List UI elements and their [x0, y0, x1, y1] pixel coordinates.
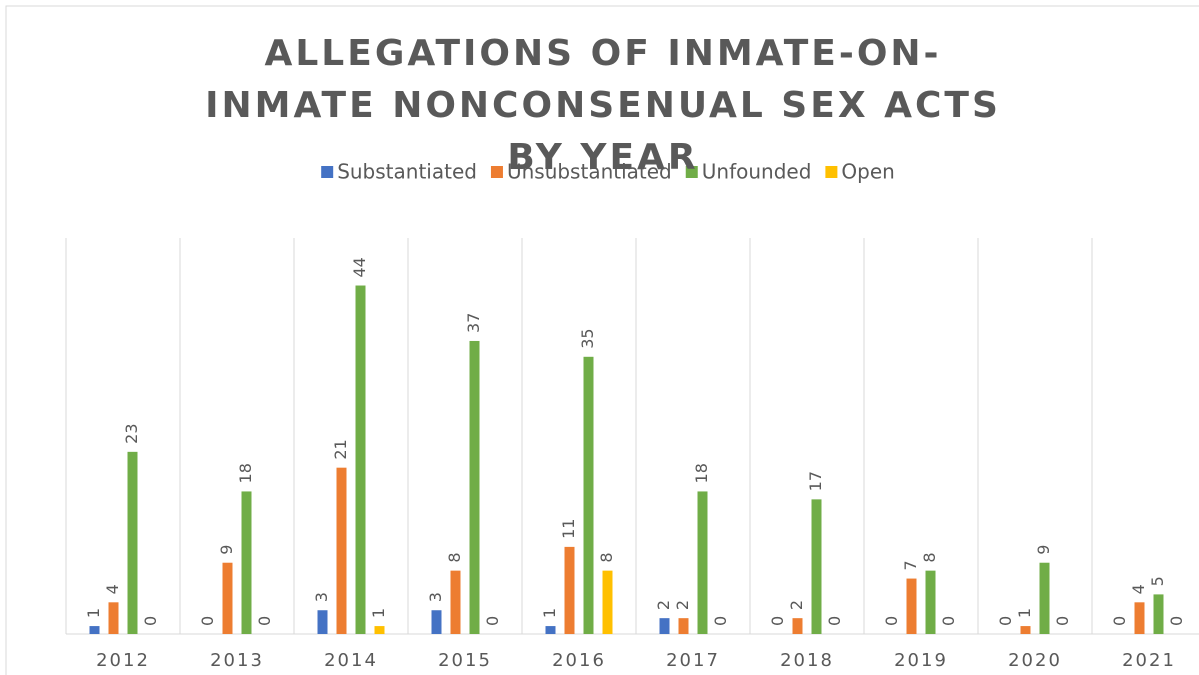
bar	[1134, 602, 1145, 634]
data-label: 1	[369, 608, 388, 618]
x-tick-label: 2019	[894, 650, 948, 671]
bar	[1039, 562, 1050, 634]
legend-swatch	[490, 166, 503, 178]
x-tick-label: 2013	[210, 650, 264, 671]
data-label: 0	[711, 616, 730, 626]
data-label: 4	[103, 584, 122, 594]
data-label: 9	[217, 545, 236, 555]
data-label: 37	[464, 313, 483, 333]
x-tick-label: 2015	[438, 650, 492, 671]
bar	[906, 578, 917, 634]
bar	[317, 610, 328, 634]
data-label: 44	[350, 257, 369, 277]
data-label: 8	[597, 552, 616, 562]
bar	[469, 340, 480, 634]
data-label: 0	[141, 616, 160, 626]
x-tick-label: 2017	[666, 650, 720, 671]
x-tick-label: 2012	[96, 650, 150, 671]
legend-label: Unsubstantiated	[507, 160, 672, 184]
data-label: 9	[1034, 545, 1053, 555]
bar	[241, 491, 252, 634]
bar	[545, 626, 556, 634]
data-label: 4	[1129, 584, 1148, 594]
bar	[583, 356, 594, 634]
bar	[89, 626, 100, 634]
bar	[108, 602, 119, 634]
bar	[374, 626, 385, 634]
data-label: 1	[84, 608, 103, 618]
bar	[222, 562, 233, 634]
legend-label: Unfounded	[702, 160, 812, 184]
bar	[1153, 594, 1164, 634]
x-tick-label: 2016	[552, 650, 606, 671]
bar	[678, 618, 689, 634]
data-label: 8	[920, 552, 939, 562]
bar	[925, 570, 936, 634]
data-label: 0	[939, 616, 958, 626]
legend-swatch	[825, 166, 838, 178]
data-label: 0	[996, 616, 1015, 626]
data-label: 7	[901, 560, 920, 570]
data-label: 17	[806, 471, 825, 491]
bar	[564, 546, 575, 634]
data-label: 11	[559, 519, 578, 539]
bar	[450, 570, 461, 634]
data-label: 0	[1110, 616, 1129, 626]
legend-label: Open	[841, 160, 894, 184]
x-tick-label: 2014	[324, 650, 378, 671]
data-label: 0	[483, 616, 502, 626]
chart-title: ALLEGATIONS OF INMATE-ON-INMATE NONCONSE…	[205, 33, 1001, 178]
data-label: 2	[654, 600, 673, 610]
data-label: 0	[825, 616, 844, 626]
legend-swatch	[321, 166, 334, 178]
bar	[127, 451, 138, 634]
bar	[811, 499, 822, 634]
data-label: 0	[882, 616, 901, 626]
data-label: 2	[673, 600, 692, 610]
data-label: 3	[426, 592, 445, 602]
data-label: 5	[1148, 576, 1167, 586]
x-tick-label: 2018	[780, 650, 834, 671]
data-label: 35	[578, 328, 597, 348]
bar	[336, 467, 347, 634]
data-label: 0	[198, 616, 217, 626]
data-label: 1	[1015, 608, 1034, 618]
bar	[792, 618, 803, 634]
bar	[1020, 626, 1031, 634]
data-label: 1	[540, 608, 559, 618]
bar	[431, 610, 442, 634]
data-label: 2	[787, 600, 806, 610]
data-label: 0	[1167, 616, 1186, 626]
bar	[659, 618, 670, 634]
data-label: 0	[1053, 616, 1072, 626]
data-label: 3	[312, 592, 331, 602]
data-label: 18	[692, 463, 711, 483]
data-label: 0	[255, 616, 274, 626]
bar	[355, 285, 366, 634]
data-label: 21	[331, 439, 350, 459]
data-label: 8	[445, 552, 464, 562]
legend-label: Substantiated	[337, 160, 477, 184]
x-tick-label: 2020	[1008, 650, 1062, 671]
data-label: 23	[122, 423, 141, 443]
legend-swatch	[685, 166, 698, 178]
data-label: 0	[768, 616, 787, 626]
data-label: 18	[236, 463, 255, 483]
bar	[697, 491, 708, 634]
chart-frame	[5, 5, 1199, 675]
x-tick-label: 2021	[1122, 650, 1176, 671]
bar	[602, 570, 613, 634]
